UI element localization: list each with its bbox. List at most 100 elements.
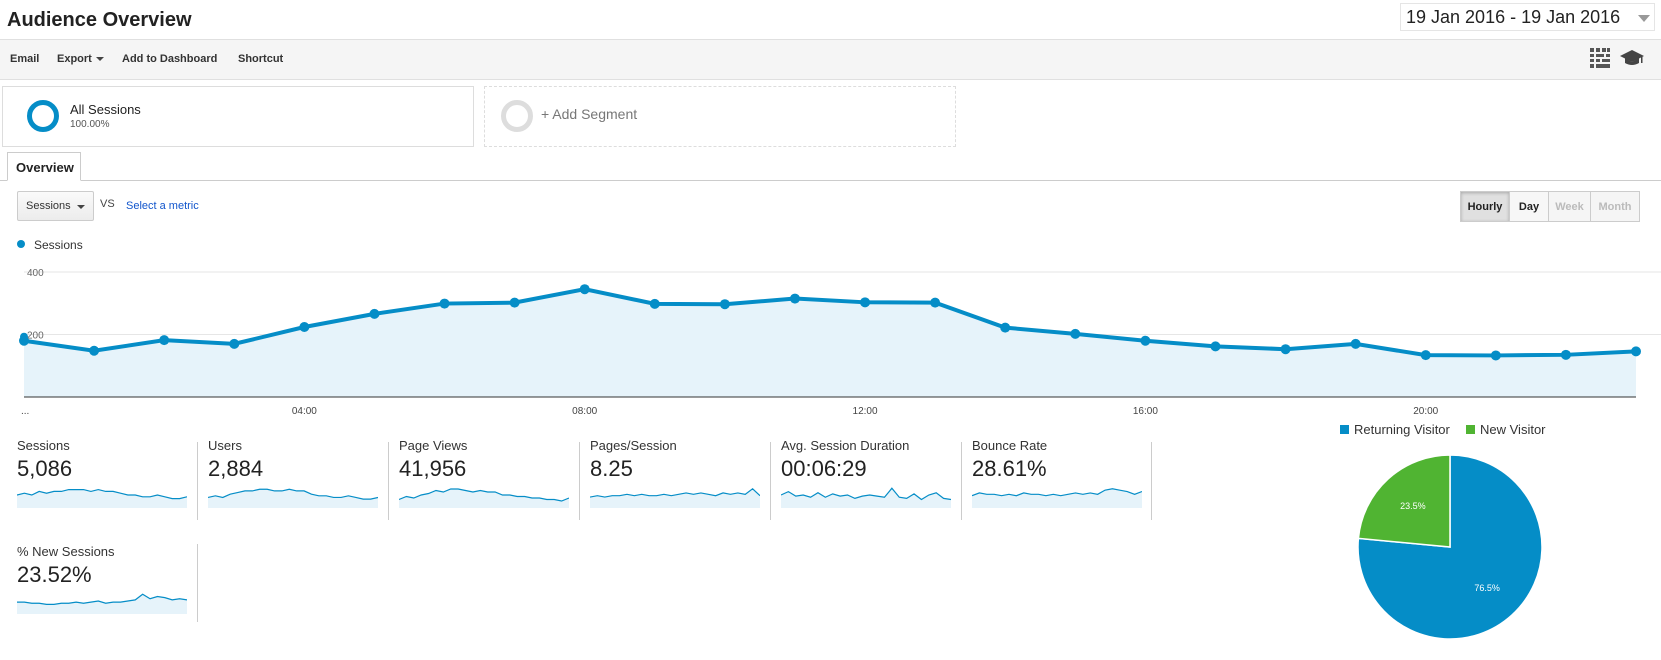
legend-swatch — [1340, 425, 1349, 434]
data-point[interactable] — [719, 299, 730, 310]
segment-ring-icon — [27, 100, 59, 132]
card-divider — [197, 544, 198, 622]
data-point[interactable] — [1560, 349, 1571, 360]
add-to-dashboard-button[interactable]: Add to Dashboard — [122, 53, 218, 65]
grid-icon[interactable] — [1590, 48, 1610, 68]
x-tick-label: 16:00 — [1133, 406, 1158, 417]
sparkline — [17, 488, 187, 508]
metric-label: Page Views — [399, 438, 468, 453]
pie-legend-label: New Visitor — [1480, 422, 1546, 437]
metric-label: % New Sessions — [17, 544, 115, 559]
sparkline — [399, 488, 569, 508]
sparkline — [781, 487, 951, 508]
metric-card[interactable]: Page Views 41,956 — [382, 438, 572, 510]
add-segment-label: + Add Segment — [541, 106, 638, 122]
sparkline-fill — [972, 488, 1142, 508]
sparkline-line — [781, 487, 951, 501]
shortcut-button[interactable]: Shortcut — [238, 53, 284, 65]
sparkline — [590, 487, 760, 508]
chevron-down-icon — [95, 57, 104, 62]
x-tick-label: 04:00 — [292, 406, 317, 417]
data-point[interactable] — [649, 298, 660, 309]
sparkline — [17, 593, 187, 614]
data-point[interactable] — [1350, 338, 1361, 349]
sparkline-line — [17, 593, 187, 605]
data-point[interactable] — [1140, 335, 1151, 346]
period-month-button[interactable]: Month — [1590, 191, 1640, 222]
sparkline-line — [590, 487, 760, 498]
sparkline-fill — [17, 594, 187, 614]
data-point[interactable] — [579, 284, 590, 295]
segment-all-sessions[interactable]: All Sessions 100.00% — [2, 86, 474, 147]
data-point[interactable] — [89, 345, 100, 356]
data-point[interactable] — [1210, 341, 1221, 352]
data-point[interactable] — [229, 338, 240, 349]
data-point[interactable] — [1420, 350, 1431, 361]
metric-card[interactable]: Sessions 5,086 — [0, 438, 190, 510]
graduation-cap-icon[interactable] — [1620, 49, 1644, 67]
tabs-divider — [0, 180, 1661, 181]
metric-value: 5,086 — [17, 456, 73, 481]
x-tick-label: 12:00 — [853, 406, 878, 417]
metric-value: 00:06:29 — [781, 456, 867, 481]
card-divider — [579, 442, 580, 520]
data-point[interactable] — [509, 297, 520, 308]
sparkline-fill — [399, 489, 569, 508]
header: Audience Overview 19 Jan 2016 - 19 Jan 2… — [0, 0, 1661, 38]
data-point[interactable] — [1070, 328, 1081, 339]
y-tick-label: 200 — [27, 331, 44, 342]
period-hourly-button[interactable]: Hourly — [1460, 191, 1510, 222]
metric-card[interactable]: Pages/Session 8.25 — [573, 438, 763, 510]
metric-value: 8.25 — [590, 456, 633, 481]
visitor-pie-chart: 76.5% 23.5% — [1357, 454, 1543, 640]
pie-slice-new[interactable] — [1357, 454, 1451, 548]
metric-card[interactable]: Users 2,884 — [191, 438, 381, 510]
sparkline-fill — [590, 488, 760, 508]
area-fill — [24, 289, 1636, 397]
period-day-button[interactable]: Day — [1509, 191, 1549, 222]
metric-dropdown-value: Sessions — [26, 200, 71, 212]
card-divider — [197, 442, 198, 520]
data-point[interactable] — [1631, 346, 1641, 357]
pie-slice-returning[interactable] — [1357, 454, 1543, 640]
metric-label: Avg. Session Duration — [781, 438, 910, 453]
metric-card[interactable]: % New Sessions 23.52% — [0, 544, 190, 616]
email-button[interactable]: Email — [10, 53, 40, 65]
segment-percent: 100.00% — [70, 119, 110, 130]
data-point[interactable] — [1280, 344, 1291, 355]
period-week-button[interactable]: Week — [1548, 191, 1591, 222]
select-metric-link[interactable]: Select a metric — [126, 200, 199, 212]
sparkline-line — [972, 488, 1142, 497]
export-button[interactable]: Export — [57, 53, 104, 65]
data-point[interactable] — [930, 297, 941, 308]
legend-marker — [17, 240, 25, 248]
sparkline — [208, 488, 378, 508]
pie-legend-returning: Returning Visitor — [1340, 422, 1450, 437]
data-point[interactable] — [1000, 322, 1011, 333]
metric-dropdown[interactable]: Sessions — [17, 191, 94, 221]
data-point[interactable] — [439, 298, 450, 309]
x-tick-label: 08:00 — [572, 406, 597, 417]
data-point[interactable] — [369, 308, 380, 319]
metric-label: Bounce Rate — [972, 438, 1048, 453]
chevron-down-icon — [77, 205, 85, 209]
data-point[interactable] — [299, 322, 310, 332]
metric-card[interactable]: Bounce Rate 28.61% — [955, 438, 1145, 510]
data-point[interactable] — [159, 335, 170, 346]
sparkline-line — [208, 488, 378, 500]
date-range-selector[interactable]: 19 Jan 2016 - 19 Jan 2016 — [1400, 3, 1655, 31]
sparkline-fill — [208, 489, 378, 508]
data-point[interactable] — [1490, 350, 1501, 361]
metric-value: 41,956 — [399, 456, 467, 481]
export-label: Export — [57, 53, 92, 65]
x-tick-label: 20:00 — [1413, 406, 1438, 417]
sessions-chart: 400 200... 04:00 08:00 12:00 16:00 20:00 — [19, 268, 1661, 417]
tab-overview[interactable]: Overview — [7, 152, 81, 181]
data-point[interactable] — [789, 293, 800, 304]
pie-slice-label: 23.5% — [1400, 501, 1426, 511]
date-range-text: 19 Jan 2016 - 19 Jan 2016 — [1406, 7, 1621, 27]
metric-card[interactable]: Avg. Session Duration 00:06:29 — [764, 438, 954, 510]
segment-name: All Sessions — [70, 102, 141, 117]
add-segment-button[interactable]: + Add Segment — [484, 86, 956, 147]
data-point[interactable] — [860, 297, 871, 308]
